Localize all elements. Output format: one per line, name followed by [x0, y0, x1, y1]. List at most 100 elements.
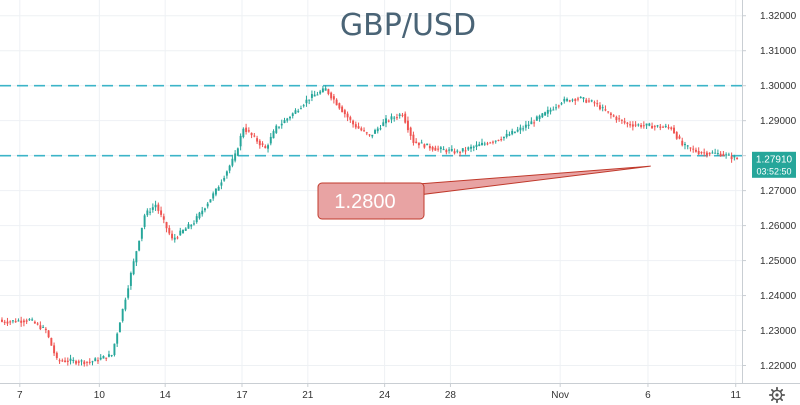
candle-body	[374, 130, 376, 134]
candle-body	[17, 320, 20, 322]
candle-body	[513, 131, 516, 133]
candle-body	[225, 171, 228, 176]
y-tick-label: 1.22000	[760, 361, 797, 372]
candle-body	[91, 361, 94, 363]
candle-body	[354, 124, 357, 128]
candle-body	[711, 152, 714, 154]
price-axis[interactable]: 1.22000 1.23000 1.24000 1.25000 1.26000 1.270…	[742, 11, 797, 372]
candle-body	[708, 152, 711, 155]
candle-body	[733, 156, 736, 158]
candle-body	[3, 321, 6, 323]
candle-body	[264, 146, 267, 149]
candle-body	[385, 118, 387, 124]
candle-body	[349, 117, 352, 120]
candle-body	[445, 149, 448, 153]
candle-body	[343, 110, 346, 115]
candle-body	[727, 154, 730, 156]
candle-body	[206, 203, 209, 207]
time-axis[interactable]: 7 10 14 17 21 24 28 Nov 6 11	[17, 383, 741, 401]
candle-body	[697, 150, 700, 155]
gear-icon[interactable]	[768, 386, 786, 404]
candle-body	[118, 322, 121, 333]
candle-body	[69, 358, 72, 361]
candle-body	[182, 229, 184, 234]
candle-body	[113, 343, 116, 356]
candle-body	[201, 210, 204, 215]
candle-body	[64, 360, 67, 362]
x-tick-label: Nov	[551, 390, 569, 401]
candle-body	[6, 321, 9, 324]
candle-body	[245, 127, 248, 132]
candle-body	[335, 99, 338, 106]
candle-body	[267, 145, 270, 149]
candle-body	[20, 320, 23, 323]
candle-body	[590, 100, 593, 102]
candle-body	[588, 100, 590, 102]
candle-body	[475, 144, 478, 147]
candle-body	[327, 89, 330, 94]
candle-body	[491, 141, 494, 143]
candle-body	[231, 158, 234, 166]
candle-body	[604, 109, 607, 111]
candle-body	[489, 142, 492, 144]
candle-body	[694, 149, 697, 152]
candle-body	[516, 129, 519, 132]
x-tick-label: 14	[160, 390, 172, 401]
candle-body	[598, 105, 601, 110]
candle-body	[72, 359, 75, 361]
candle-body	[278, 126, 280, 128]
candle-body	[75, 361, 78, 364]
candle-body	[294, 110, 297, 114]
candle-body	[618, 118, 621, 120]
candle-body	[577, 98, 579, 100]
candle-body	[684, 143, 686, 146]
candle-body	[546, 109, 549, 114]
candle-body	[272, 131, 275, 139]
candle-body	[404, 113, 407, 123]
candle-body	[387, 120, 390, 122]
candle-body	[442, 149, 445, 151]
candle-body	[453, 151, 456, 154]
candle-body	[88, 361, 91, 363]
candle-body	[223, 177, 226, 181]
candle-body	[483, 143, 486, 145]
candle-body	[563, 98, 566, 102]
candle-body	[675, 132, 678, 139]
candle-body	[36, 323, 39, 325]
candle-body	[472, 146, 475, 148]
candle-body	[66, 360, 69, 362]
candle-body	[97, 360, 99, 362]
callout[interactable]: 1.2800	[317, 165, 651, 220]
bar-countdown: 03:52:50	[756, 166, 791, 176]
candle-body	[519, 127, 522, 131]
candle-body	[629, 124, 632, 126]
candle-body	[730, 156, 733, 160]
candle-body	[44, 328, 47, 331]
x-tick-label: 7	[17, 390, 23, 401]
candle-body	[437, 148, 440, 150]
candle-body	[585, 99, 588, 103]
candles	[1, 85, 739, 367]
candle-body	[47, 330, 50, 338]
candle-body	[162, 216, 165, 220]
candle-body	[505, 133, 508, 137]
candle-body	[653, 126, 656, 128]
candle-body	[58, 360, 61, 362]
candle-body	[678, 136, 681, 139]
callout-box	[317, 182, 425, 220]
candle-body	[138, 240, 141, 251]
candle-body	[700, 152, 703, 154]
candle-body	[316, 94, 319, 96]
candle-body	[662, 126, 665, 128]
callout-text: 1.2800	[334, 191, 395, 213]
candle-body	[428, 146, 431, 149]
candle-body	[269, 136, 272, 144]
candle-body	[341, 106, 344, 113]
candle-body	[631, 124, 634, 127]
candle-body	[107, 354, 110, 357]
candle-body	[193, 223, 195, 225]
candle-body	[450, 148, 453, 151]
candle-body	[195, 216, 198, 223]
candle-body	[406, 120, 409, 131]
